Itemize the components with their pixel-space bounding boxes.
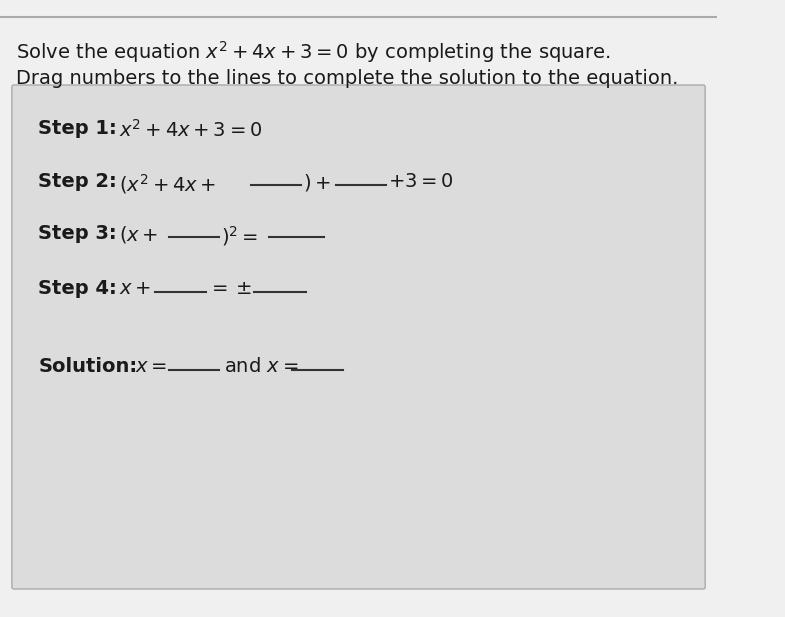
Text: $)^2 =$: $)^2 =$ — [221, 224, 258, 248]
Text: $)+$: $)+$ — [303, 172, 331, 193]
Text: Step 1:: Step 1: — [38, 119, 117, 138]
Text: $x +$: $x +$ — [119, 279, 151, 298]
Text: Step 2:: Step 2: — [38, 172, 117, 191]
Text: $x^2 + 4x + 3 = 0$: $x^2 + 4x + 3 = 0$ — [119, 119, 262, 141]
Text: Drag numbers to the lines to complete the solution to the equation.: Drag numbers to the lines to complete th… — [16, 69, 679, 88]
Text: $(x +$: $(x +$ — [119, 224, 158, 245]
Text: Step 3:: Step 3: — [38, 224, 117, 243]
Text: $+3 = 0$: $+3 = 0$ — [389, 172, 454, 191]
Text: Step 4:: Step 4: — [38, 279, 117, 298]
FancyBboxPatch shape — [12, 85, 705, 589]
Text: $x =$: $x =$ — [135, 357, 167, 376]
Text: Solve the equation $x^2 + 4x + 3 = 0$ by completing the square.: Solve the equation $x^2 + 4x + 3 = 0$ by… — [16, 39, 612, 65]
Text: $= \pm$: $= \pm$ — [208, 279, 252, 298]
Text: $(x^2 + 4x +$: $(x^2 + 4x +$ — [119, 172, 216, 196]
Text: and $x =$: and $x =$ — [224, 357, 298, 376]
Text: Solution:: Solution: — [38, 357, 137, 376]
